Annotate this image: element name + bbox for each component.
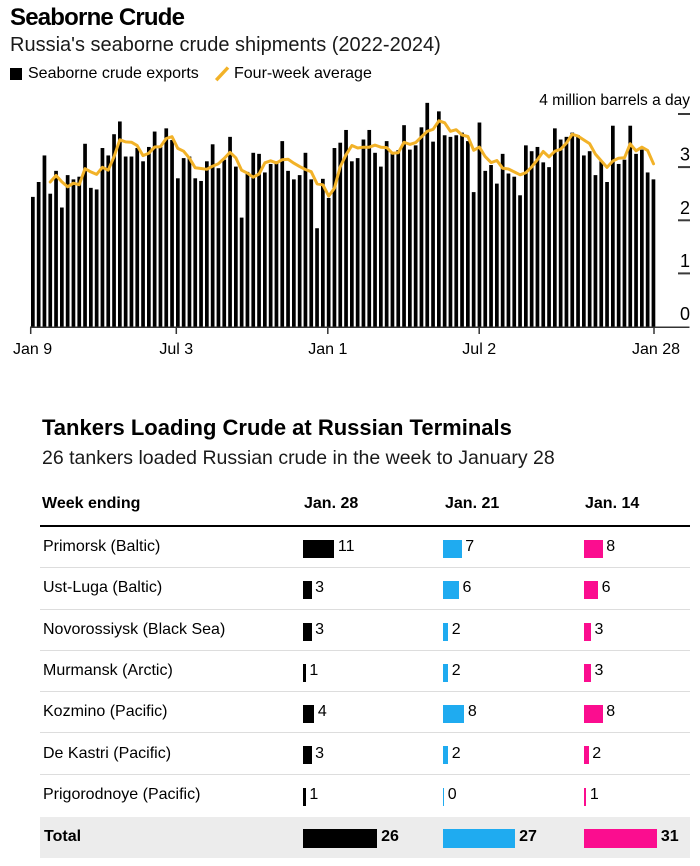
svg-text:Jan 1: Jan 1 xyxy=(308,341,347,358)
svg-text:1: 1 xyxy=(680,251,690,271)
svg-text:2: 2 xyxy=(680,198,690,218)
svg-text:3: 3 xyxy=(680,145,690,165)
svg-text:Jul 3: Jul 3 xyxy=(159,341,193,358)
svg-text:Jan 9: Jan 9 xyxy=(13,341,52,358)
svg-text:Jan 28: Jan 28 xyxy=(632,341,680,358)
svg-text:Jul 2: Jul 2 xyxy=(462,341,496,358)
svg-text:0: 0 xyxy=(680,304,690,324)
svg-text:4 million barrels a day: 4 million barrels a day xyxy=(539,92,690,109)
